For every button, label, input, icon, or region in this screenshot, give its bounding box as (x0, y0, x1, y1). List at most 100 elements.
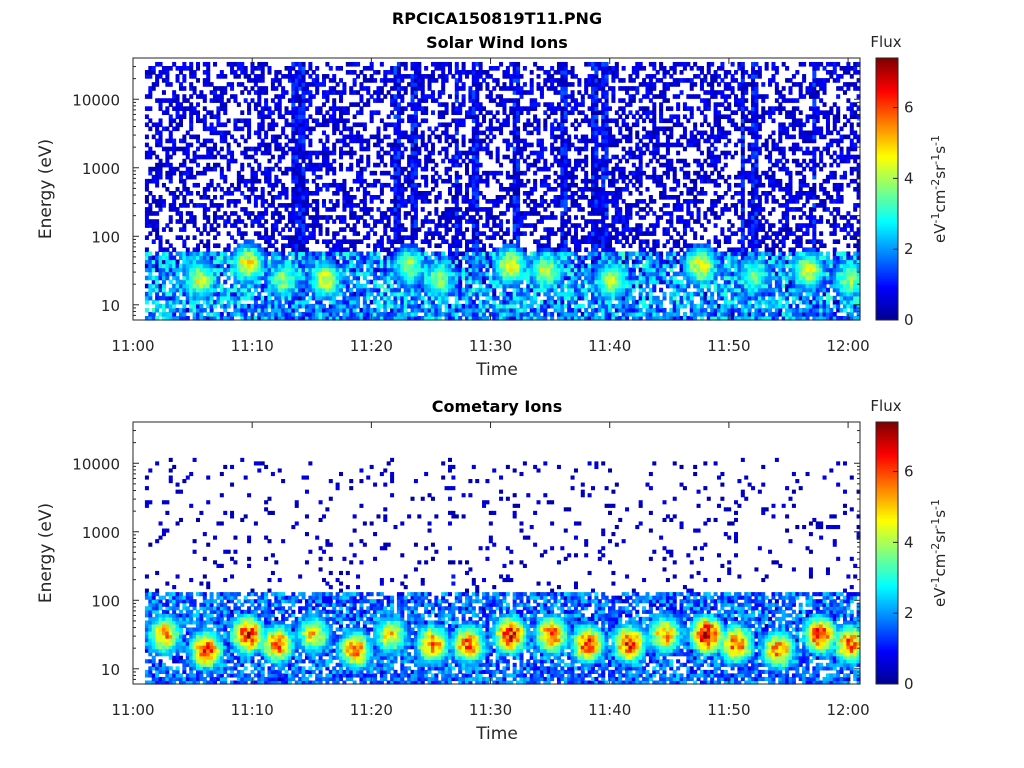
heatmap-cell (359, 142, 364, 148)
heatmap-cell (420, 166, 425, 172)
heatmap-cell (499, 291, 504, 297)
heatmap-cell (570, 66, 575, 71)
heatmap-cell (437, 295, 442, 301)
heatmap-cell (294, 110, 299, 115)
heatmap-cell (339, 118, 344, 124)
heatmap-cell (516, 271, 521, 277)
heatmap-cell (573, 299, 578, 305)
heatmap-cell (546, 271, 551, 277)
heatmap-cell (216, 98, 221, 103)
heatmap-cell (339, 146, 344, 152)
heatmap-cell (264, 199, 269, 204)
heatmap-cell (240, 267, 245, 273)
heatmap-cell (192, 259, 197, 265)
heatmap-cell (294, 82, 299, 87)
heatmap-cell (178, 102, 183, 107)
heatmap-cell (539, 182, 544, 188)
heatmap-cell (390, 239, 395, 244)
heatmap-cell (339, 303, 344, 309)
heatmap-cell (287, 307, 292, 313)
heatmap-cell (396, 82, 401, 87)
heatmap-cell (434, 307, 439, 313)
heatmap-cell (434, 231, 439, 236)
heatmap-cell (393, 291, 398, 297)
heatmap-cell (267, 243, 272, 249)
heatmap-cell (226, 199, 231, 204)
heatmap-cell (471, 235, 476, 240)
heatmap-cell (546, 255, 551, 261)
heatmap-cell (335, 126, 340, 132)
heatmap-cell (366, 162, 371, 168)
heatmap-cell (430, 315, 435, 321)
heatmap-cell (444, 291, 449, 297)
heatmap-cell (509, 86, 514, 91)
heatmap-cell (502, 303, 507, 309)
heatmap-cell (444, 154, 449, 160)
heatmap-cell (546, 203, 551, 208)
heatmap-cell (178, 190, 183, 196)
heatmap-cell (516, 219, 521, 224)
heatmap-cell (393, 207, 398, 212)
heatmap-cell (580, 311, 585, 317)
heatmap-cell (172, 118, 177, 124)
heatmap-cell (505, 247, 510, 253)
heatmap-cell (373, 182, 378, 188)
heatmap-cell (356, 134, 361, 140)
heatmap-cell (369, 251, 374, 257)
heatmap-cell (335, 267, 340, 273)
heatmap-cell (243, 307, 248, 313)
heatmap-cell (434, 303, 439, 309)
heatmap-cell (172, 275, 177, 281)
heatmap-cell (192, 235, 197, 240)
heatmap-cell (332, 255, 337, 261)
heatmap-cell (526, 283, 531, 289)
heatmap-cell (454, 98, 459, 103)
heatmap-cell (379, 138, 384, 144)
heatmap-cell (223, 287, 228, 293)
heatmap-cell (311, 118, 316, 124)
heatmap-cell (573, 102, 578, 107)
heatmap-cell (274, 211, 279, 216)
heatmap-cell (352, 203, 357, 208)
heatmap-cell (223, 219, 228, 224)
heatmap-cell (458, 110, 463, 115)
heatmap-cell (471, 90, 476, 95)
heatmap-cell (345, 199, 350, 204)
heatmap-cell (529, 162, 534, 168)
heatmap-cell (178, 118, 183, 124)
heatmap-cell (465, 315, 470, 321)
heatmap-cell (294, 94, 299, 99)
heatmap-cell (250, 78, 255, 83)
heatmap-cell (165, 146, 170, 152)
heatmap-cell (308, 130, 313, 136)
heatmap-cell (522, 182, 527, 188)
heatmap-cell (284, 267, 289, 273)
heatmap-cell (447, 251, 452, 257)
heatmap-cell (471, 315, 476, 321)
heatmap-cell (315, 295, 320, 301)
heatmap-cell (253, 251, 258, 257)
heatmap-cell (396, 251, 401, 257)
heatmap-cell (321, 271, 326, 277)
heatmap-cell (301, 227, 306, 232)
heatmap-cell (332, 291, 337, 297)
heatmap-cell (257, 162, 262, 168)
heatmap-cell (512, 146, 517, 152)
heatmap-cell (567, 186, 572, 192)
heatmap-cell (437, 271, 442, 277)
heatmap-cell (178, 311, 183, 317)
heatmap-cell (294, 203, 299, 208)
heatmap-cell (396, 142, 401, 148)
heatmap-cell (577, 207, 582, 212)
heatmap-cell (526, 178, 531, 184)
heatmap-cell (233, 295, 238, 301)
heatmap-cell (577, 78, 582, 83)
heatmap-cell (298, 114, 303, 120)
heatmap-cell (260, 211, 265, 216)
heatmap-cell (437, 259, 442, 265)
heatmap-cell (573, 283, 578, 289)
heatmap-cell (390, 287, 395, 293)
heatmap-cell (441, 70, 446, 75)
heatmap-cell (454, 287, 459, 293)
heatmap-cell (573, 271, 578, 277)
